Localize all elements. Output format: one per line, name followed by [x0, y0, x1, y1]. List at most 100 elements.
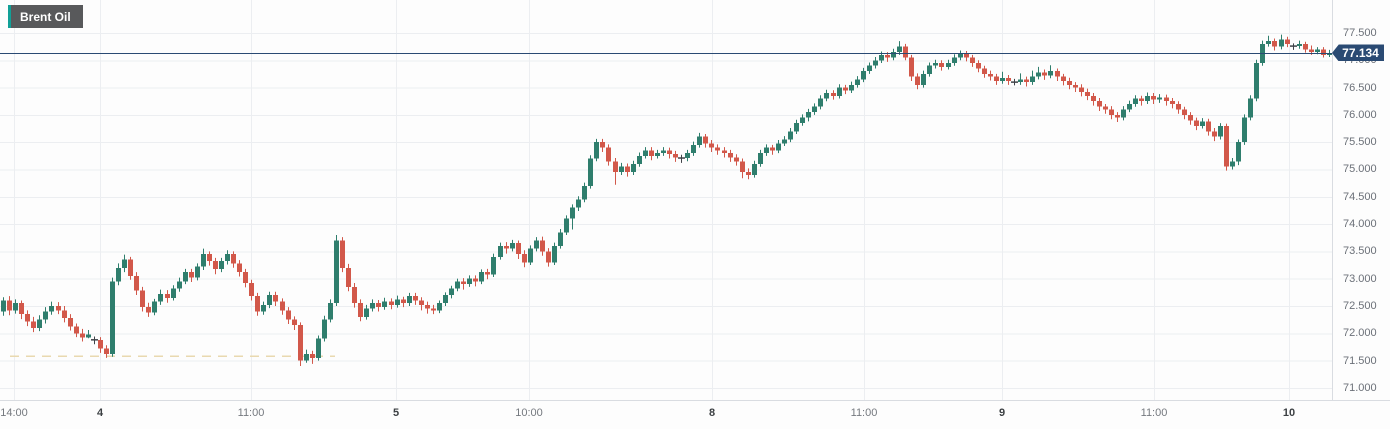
candle-body [358, 303, 363, 317]
candle-body [382, 301, 387, 308]
time-axis-label: 4 [96, 407, 104, 419]
candle-body [425, 304, 430, 309]
candle-body [504, 245, 509, 249]
candle-body [1285, 39, 1290, 44]
candle-body [952, 57, 957, 64]
candle-body [1055, 71, 1060, 77]
candle-body [570, 207, 575, 219]
candle-body [667, 150, 672, 155]
candle-body [776, 143, 781, 151]
candle-body [1151, 95, 1156, 100]
candle-body [806, 112, 811, 118]
candle-body [1272, 41, 1277, 47]
candle-body [1127, 103, 1132, 110]
candle-body [855, 79, 860, 85]
candle-body [637, 155, 642, 165]
candle-body [1061, 76, 1066, 82]
candle-body [1, 300, 6, 312]
candle-body [243, 272, 248, 284]
candle-body [715, 147, 720, 151]
candle-body [116, 267, 121, 282]
candle-body [1170, 101, 1175, 104]
candle-body [171, 288, 176, 298]
candle-body [37, 319, 42, 328]
candle-body [734, 157, 739, 162]
candle-body [485, 272, 490, 275]
candle-body [824, 93, 829, 99]
candle-body [1194, 120, 1199, 126]
time-axis[interactable]: 14:00 4 11:00 5 10:00 8 11:00 9 11:00 10 [0, 400, 1390, 429]
candle-body [722, 150, 727, 154]
candle-body [449, 288, 454, 296]
time-axis-label: 5 [392, 407, 400, 419]
candle-body [891, 52, 896, 58]
candle-body [231, 254, 236, 264]
candle-body [443, 295, 448, 304]
candle-body [267, 295, 272, 305]
time-axis-label: 11:00 [850, 407, 878, 419]
candle-body [528, 248, 533, 263]
candle-body [322, 319, 327, 339]
chart-canvas[interactable] [0, 0, 1332, 400]
candle-body [467, 278, 472, 285]
candle-body [1018, 79, 1023, 83]
candle-body [522, 254, 527, 263]
candle-body [177, 281, 182, 289]
candle-body [134, 275, 139, 291]
symbol-badge[interactable]: Brent Oil [8, 5, 83, 28]
candle-body [552, 245, 557, 263]
candle-body [770, 147, 775, 151]
candle-body [1327, 53, 1332, 55]
candle-body [1103, 106, 1108, 110]
candle-body [867, 65, 872, 72]
price-axis-label: 75.000 [1343, 163, 1377, 176]
candle-body [909, 57, 914, 77]
candle-body [976, 63, 981, 69]
candle-body [606, 147, 611, 162]
candle-body [1297, 43, 1302, 47]
price-axis-label: 72.500 [1343, 299, 1377, 312]
candle-body [843, 87, 848, 91]
candle-body [68, 317, 73, 327]
candle-body [237, 263, 242, 273]
doji-dash [1290, 45, 1297, 47]
candle-body [7, 300, 12, 311]
candle-body [310, 354, 315, 358]
candle-body [1218, 125, 1223, 137]
candle-body [1109, 109, 1114, 115]
time-axis-label: 10:00 [515, 407, 543, 419]
price-axis-label: 76.000 [1343, 108, 1377, 121]
candle-body [655, 153, 660, 156]
time-axis-label: 11:00 [237, 407, 265, 419]
price-axis[interactable]: 77.50077.00076.50076.00075.50075.00074.5… [1332, 0, 1390, 400]
candle-body [334, 240, 339, 304]
candle-body [764, 147, 769, 154]
last-price-badge: 77.134 [1332, 44, 1384, 62]
candle-body [728, 153, 733, 158]
candle-body [286, 310, 291, 320]
candle-body [1091, 95, 1096, 102]
candle-body [921, 73, 926, 85]
candle-body [455, 281, 460, 289]
candle-body [1115, 114, 1120, 118]
candle-body [201, 254, 206, 267]
candle-body [873, 60, 878, 66]
candle-body [933, 63, 938, 66]
candle-body [328, 303, 333, 320]
candle-body [861, 71, 866, 80]
candle-body [1182, 109, 1187, 115]
candle-body [1036, 72, 1041, 77]
candle-body [812, 106, 817, 113]
candle-body [994, 76, 999, 82]
candle-body [1030, 76, 1035, 83]
candle-body [746, 172, 751, 175]
candle-body [352, 286, 357, 304]
candle-body [207, 254, 212, 262]
candle-body [1303, 43, 1308, 50]
candle-body [376, 303, 381, 308]
candle-body [1145, 95, 1150, 102]
candle-body [316, 338, 321, 358]
candle-body [588, 158, 593, 186]
time-axis-label: 11:00 [1140, 407, 1168, 419]
